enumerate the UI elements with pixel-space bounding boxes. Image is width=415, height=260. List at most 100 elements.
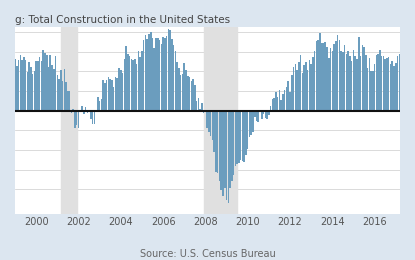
Bar bbox=[328, 58, 330, 111]
Bar bbox=[168, 29, 169, 111]
Bar bbox=[295, 64, 296, 111]
Bar bbox=[65, 82, 67, 111]
Bar bbox=[377, 54, 379, 111]
Bar bbox=[161, 44, 162, 111]
Bar bbox=[231, 111, 232, 181]
Bar bbox=[196, 101, 198, 111]
Bar bbox=[254, 111, 256, 117]
Bar bbox=[173, 45, 174, 111]
Bar bbox=[363, 47, 365, 111]
Bar bbox=[349, 56, 351, 111]
Bar bbox=[302, 73, 303, 111]
Bar bbox=[192, 79, 194, 111]
Bar bbox=[146, 39, 148, 111]
Bar bbox=[61, 27, 77, 214]
Bar bbox=[346, 54, 347, 111]
Bar bbox=[381, 56, 383, 111]
Bar bbox=[281, 100, 282, 111]
Bar bbox=[213, 111, 215, 152]
Bar bbox=[270, 106, 271, 111]
Bar bbox=[42, 50, 44, 111]
Bar bbox=[71, 111, 72, 113]
Bar bbox=[164, 38, 166, 111]
Bar bbox=[289, 93, 291, 111]
Bar bbox=[351, 61, 352, 111]
Bar bbox=[271, 99, 273, 111]
Bar bbox=[388, 57, 390, 111]
Bar bbox=[138, 51, 139, 111]
Bar bbox=[330, 48, 331, 111]
Bar bbox=[215, 111, 217, 172]
Bar bbox=[376, 55, 377, 111]
Bar bbox=[326, 47, 328, 111]
Bar bbox=[131, 59, 132, 111]
Bar bbox=[245, 111, 247, 155]
Bar bbox=[263, 111, 264, 114]
Bar bbox=[85, 107, 86, 111]
Bar bbox=[56, 75, 58, 111]
Bar bbox=[234, 111, 236, 166]
Bar bbox=[393, 66, 395, 111]
Bar bbox=[162, 37, 164, 111]
Text: Source: U.S. Census Bureau: Source: U.S. Census Bureau bbox=[139, 249, 276, 259]
Bar bbox=[103, 80, 104, 111]
Bar bbox=[321, 43, 322, 111]
Bar bbox=[217, 111, 219, 173]
Bar bbox=[86, 111, 88, 113]
Bar bbox=[288, 81, 289, 111]
Bar bbox=[275, 92, 277, 111]
Bar bbox=[397, 56, 398, 111]
Bar bbox=[143, 40, 144, 111]
Bar bbox=[141, 51, 143, 111]
Bar bbox=[339, 40, 340, 111]
Bar bbox=[390, 64, 391, 111]
Bar bbox=[307, 70, 308, 111]
Bar bbox=[205, 111, 206, 112]
Bar bbox=[92, 111, 93, 124]
Bar bbox=[212, 111, 213, 140]
Bar bbox=[384, 59, 386, 111]
Bar bbox=[323, 43, 324, 111]
Bar bbox=[169, 30, 171, 111]
Bar bbox=[243, 111, 245, 162]
Bar bbox=[28, 62, 30, 111]
Bar bbox=[118, 68, 120, 111]
Bar bbox=[117, 78, 118, 111]
Bar bbox=[309, 61, 310, 111]
Bar bbox=[187, 75, 188, 111]
Bar bbox=[51, 65, 53, 111]
Bar bbox=[199, 109, 201, 111]
Bar bbox=[201, 103, 203, 111]
Bar bbox=[178, 68, 180, 111]
Bar bbox=[110, 79, 111, 111]
Bar bbox=[379, 50, 381, 111]
Bar bbox=[282, 94, 284, 111]
Bar bbox=[41, 61, 42, 111]
Bar bbox=[21, 60, 23, 111]
Bar bbox=[154, 48, 155, 111]
Bar bbox=[208, 111, 210, 132]
Bar bbox=[360, 56, 361, 111]
Bar bbox=[99, 101, 100, 111]
Bar bbox=[67, 91, 68, 111]
Bar bbox=[395, 63, 397, 111]
Bar bbox=[46, 55, 47, 111]
Bar bbox=[20, 55, 21, 111]
Bar bbox=[386, 58, 388, 111]
Bar bbox=[319, 33, 321, 111]
Bar bbox=[152, 38, 153, 111]
Bar bbox=[39, 57, 40, 111]
Bar bbox=[104, 83, 106, 111]
Bar bbox=[27, 72, 28, 111]
Bar bbox=[261, 111, 263, 119]
Bar bbox=[97, 97, 99, 111]
Bar bbox=[278, 90, 280, 111]
Bar bbox=[62, 81, 63, 111]
Bar bbox=[206, 111, 208, 128]
Bar bbox=[63, 69, 65, 111]
Bar bbox=[305, 62, 307, 111]
Bar bbox=[113, 87, 115, 111]
Bar bbox=[370, 72, 372, 111]
Bar bbox=[183, 63, 185, 111]
Bar bbox=[90, 111, 92, 119]
